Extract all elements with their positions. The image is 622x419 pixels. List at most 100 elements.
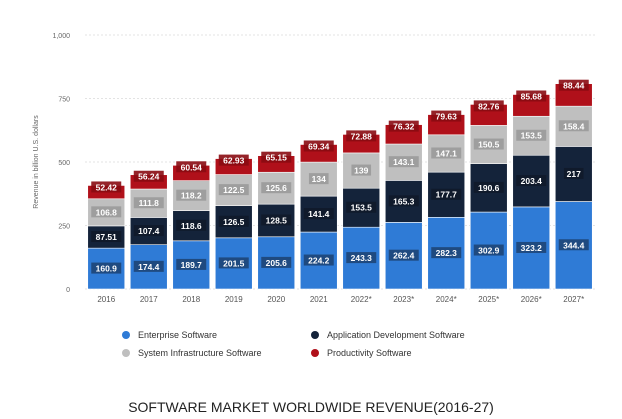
data-label: 165.3 (393, 196, 415, 206)
data-label: 153.5 (521, 131, 543, 141)
data-label-bg (133, 260, 164, 272)
data-label: 52.42 (96, 182, 118, 192)
legend-label: Productivity Software (327, 348, 412, 358)
data-label: 79.63 (436, 112, 458, 122)
data-label-bg (346, 201, 377, 213)
x-tick-label: 2022* (351, 295, 372, 304)
data-label-bg (558, 79, 589, 91)
data-label-bg (516, 90, 547, 102)
data-label-bg (176, 258, 207, 270)
data-label-bg (563, 167, 584, 179)
data-label-bg (91, 181, 122, 193)
data-label: 302.9 (478, 246, 500, 256)
y-tick-label: 250 (58, 224, 70, 231)
data-label-bg (516, 175, 547, 187)
data-label: 203.4 (521, 176, 543, 186)
data-label: 72.88 (351, 131, 373, 141)
data-label: 177.7 (436, 190, 458, 200)
data-label-bg (91, 206, 122, 218)
legend-label: Application Development Software (327, 330, 465, 340)
data-label: 344.4 (563, 240, 585, 250)
data-label: 76.32 (393, 122, 415, 132)
data-label-bg (133, 225, 164, 237)
y-tick-label: 500 (58, 160, 70, 167)
data-label-bg (176, 161, 207, 173)
data-label-bg (431, 247, 462, 259)
data-label-bg (218, 154, 249, 166)
data-label: 126.5 (223, 217, 245, 227)
data-label: 153.5 (351, 203, 373, 213)
data-label-bg (558, 120, 589, 132)
chart-title: SOFTWARE MARKET WORLDWIDE REVENUE(2016-2… (128, 399, 494, 415)
data-label: 118.6 (181, 221, 202, 231)
data-label-bg (516, 129, 547, 141)
data-label-bg (303, 254, 334, 266)
data-label-bg (308, 173, 329, 185)
data-label: 224.2 (308, 256, 330, 266)
data-label-bg (218, 215, 249, 227)
data-label: 150.5 (478, 140, 500, 150)
y-tick-label: 1,000 (52, 33, 70, 40)
data-label-bg (218, 257, 249, 269)
x-tick-label: 2021 (310, 295, 328, 304)
data-label: 205.6 (266, 258, 288, 268)
data-label: 174.4 (138, 262, 160, 272)
data-label-bg (473, 181, 504, 193)
data-label-bg (176, 189, 207, 201)
x-tick-label: 2026* (521, 295, 542, 304)
x-tick-label: 2017 (140, 295, 158, 304)
data-label-bg (303, 208, 334, 220)
x-tick-label: 2020 (267, 295, 285, 304)
legend-marker (311, 331, 319, 339)
data-label: 282.3 (436, 248, 458, 258)
x-tick-label: 2023* (393, 295, 414, 304)
x-tick-label: 2027* (563, 295, 584, 304)
y-tick-label: 750 (58, 97, 70, 104)
x-tick-label: 2024* (436, 295, 457, 304)
data-label: 69.34 (308, 141, 330, 151)
data-label: 106.8 (96, 207, 118, 217)
data-label-bg (261, 214, 292, 226)
data-label: 190.6 (478, 183, 500, 193)
data-label-bg (346, 252, 377, 264)
data-label: 243.3 (351, 253, 373, 263)
data-label: 128.5 (266, 215, 288, 225)
data-label-bg (303, 140, 334, 152)
data-label-bg (91, 262, 122, 274)
data-label: 201.5 (223, 258, 245, 268)
y-tick-label: 0 (66, 287, 70, 294)
data-label-bg (473, 244, 504, 256)
data-label-bg (388, 120, 419, 132)
data-label: 60.54 (181, 162, 203, 172)
data-label: 262.4 (393, 251, 415, 261)
data-label-bg (388, 195, 419, 207)
data-label: 189.7 (181, 260, 203, 270)
legend-label: System Infrastructure Software (138, 348, 262, 358)
data-label-bg (218, 184, 249, 196)
data-label-bg (431, 110, 462, 122)
legend-label: Enterprise Software (138, 330, 217, 340)
data-label-bg (558, 239, 589, 251)
data-label: 65.15 (266, 153, 288, 163)
data-label: 85.68 (521, 91, 543, 101)
data-label: 160.9 (96, 264, 118, 274)
y-axis-label: Revenue in billion U.S. dollars (33, 115, 40, 209)
data-label: 107.4 (138, 226, 160, 236)
data-label: 147.1 (436, 148, 458, 158)
data-label-bg (176, 219, 207, 231)
data-label: 141.4 (308, 209, 330, 219)
data-label-bg (133, 197, 164, 209)
data-label-bg (261, 182, 292, 194)
legend-marker (122, 349, 130, 357)
data-label-bg (431, 188, 462, 200)
data-label-bg (388, 249, 419, 261)
data-label-bg (346, 130, 377, 142)
x-tick-label: 2018 (182, 295, 200, 304)
data-label-bg (261, 256, 292, 268)
legend-marker (311, 349, 319, 357)
x-tick-label: 2019 (225, 295, 243, 304)
data-label: 139 (354, 166, 368, 176)
data-label: 158.4 (563, 121, 585, 131)
data-label-bg (473, 100, 504, 112)
